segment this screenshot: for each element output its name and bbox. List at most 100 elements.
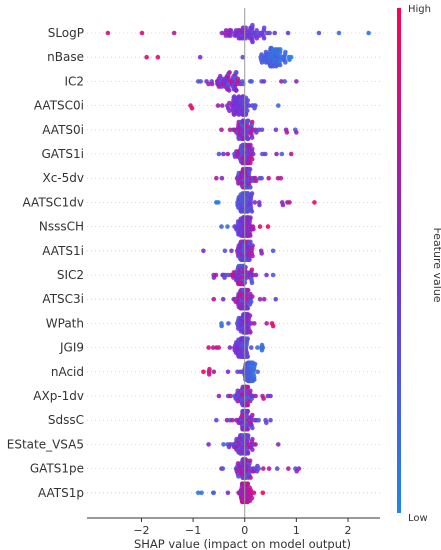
shap-point bbox=[275, 442, 281, 447]
shap-point bbox=[244, 108, 250, 114]
shap-point bbox=[139, 30, 145, 36]
shap-point bbox=[267, 30, 272, 36]
shap-point bbox=[250, 22, 255, 28]
shap-point bbox=[206, 442, 211, 447]
shap-point bbox=[225, 369, 231, 375]
shap-point bbox=[211, 369, 217, 375]
shap-point bbox=[209, 81, 215, 87]
shap-point bbox=[285, 30, 291, 36]
shap-point bbox=[250, 436, 255, 442]
shap-point bbox=[312, 200, 317, 205]
shap-point bbox=[247, 166, 253, 172]
shap-point bbox=[261, 396, 266, 401]
shap-point bbox=[252, 321, 257, 326]
shap-point bbox=[206, 345, 211, 350]
feature-label: JGI9 bbox=[59, 341, 84, 355]
shap-point bbox=[234, 88, 239, 93]
shap-point bbox=[288, 151, 294, 157]
colorbar: High Low Feature value bbox=[397, 4, 441, 524]
shap-point bbox=[280, 202, 286, 208]
shap-point bbox=[250, 447, 255, 452]
shap-point bbox=[198, 79, 203, 84]
x-tick-label: −2 bbox=[133, 524, 149, 537]
shap-point bbox=[249, 209, 255, 214]
shap-point bbox=[248, 388, 253, 394]
shap-point bbox=[245, 118, 251, 124]
shap-point bbox=[227, 345, 233, 350]
shap-point bbox=[251, 226, 256, 232]
shap-point bbox=[248, 184, 253, 190]
feature-label: GATS1pe bbox=[30, 462, 84, 476]
shap-point bbox=[286, 466, 291, 471]
shap-point bbox=[220, 466, 226, 471]
shap-point bbox=[252, 361, 258, 367]
shap-point bbox=[260, 490, 266, 496]
shap-point bbox=[247, 233, 253, 238]
feature-label: AXp-1dv bbox=[33, 389, 84, 403]
shap-point bbox=[245, 426, 250, 432]
shap-point bbox=[219, 103, 225, 108]
shap-point bbox=[245, 402, 251, 408]
shap-point bbox=[226, 321, 231, 326]
feature-label: Xc-5dv bbox=[42, 171, 84, 185]
shap-point bbox=[266, 466, 272, 471]
feature-label: AATSC1dv bbox=[23, 195, 85, 209]
shap-point bbox=[283, 60, 288, 65]
shap-point bbox=[279, 79, 284, 84]
shap-point bbox=[249, 267, 255, 273]
shap-point bbox=[253, 178, 259, 184]
shap-point bbox=[316, 30, 322, 36]
shap-point bbox=[247, 257, 252, 263]
shap-point bbox=[257, 296, 263, 302]
shap-point bbox=[219, 127, 224, 133]
shap-point bbox=[243, 25, 249, 31]
feature-label: ATSC3i bbox=[42, 292, 84, 306]
shap-point bbox=[201, 369, 206, 375]
shap-point bbox=[235, 388, 241, 394]
shap-point bbox=[216, 393, 222, 399]
shap-point bbox=[210, 345, 216, 350]
shap-point bbox=[274, 151, 279, 157]
shap-point bbox=[171, 30, 177, 36]
feature-rows bbox=[87, 32, 380, 494]
shap-point bbox=[259, 127, 265, 133]
shap-point bbox=[253, 103, 258, 108]
shap-point bbox=[225, 224, 230, 229]
shap-point bbox=[225, 151, 231, 157]
shap-point bbox=[251, 377, 257, 382]
shap-point bbox=[221, 151, 226, 157]
shap-point bbox=[250, 243, 255, 248]
shap-point bbox=[283, 49, 288, 55]
shap-point bbox=[249, 79, 254, 84]
shap-point bbox=[277, 62, 283, 68]
shap-point bbox=[216, 200, 221, 205]
feature-label: AATS1i bbox=[42, 244, 84, 258]
shap-point bbox=[228, 28, 234, 33]
shap-point bbox=[243, 264, 248, 270]
feature-label: GATS1i bbox=[42, 147, 85, 161]
x-tick-label: 0 bbox=[241, 524, 248, 537]
shap-point bbox=[189, 105, 195, 111]
feature-label: nAcid bbox=[51, 365, 84, 379]
shap-point bbox=[253, 393, 258, 399]
shap-point bbox=[211, 296, 217, 302]
shap-point bbox=[268, 417, 273, 423]
shap-point bbox=[270, 272, 276, 278]
shap-point bbox=[259, 251, 265, 256]
feature-label: AATS1p bbox=[38, 486, 84, 500]
shap-point bbox=[249, 156, 255, 162]
shap-point bbox=[195, 490, 201, 496]
shap-point bbox=[219, 224, 224, 229]
shap-point bbox=[226, 88, 232, 93]
shap-point bbox=[245, 336, 250, 341]
shap-point bbox=[250, 151, 256, 157]
shap-point bbox=[206, 81, 211, 87]
shap-point bbox=[250, 39, 255, 45]
shap-point bbox=[288, 54, 294, 60]
shap-point bbox=[144, 54, 149, 60]
feature-label: AATS0i bbox=[42, 123, 84, 137]
feature-label: WPath bbox=[46, 316, 84, 330]
shap-point bbox=[246, 103, 252, 108]
shap-point bbox=[215, 103, 221, 108]
shap-point bbox=[155, 54, 161, 60]
